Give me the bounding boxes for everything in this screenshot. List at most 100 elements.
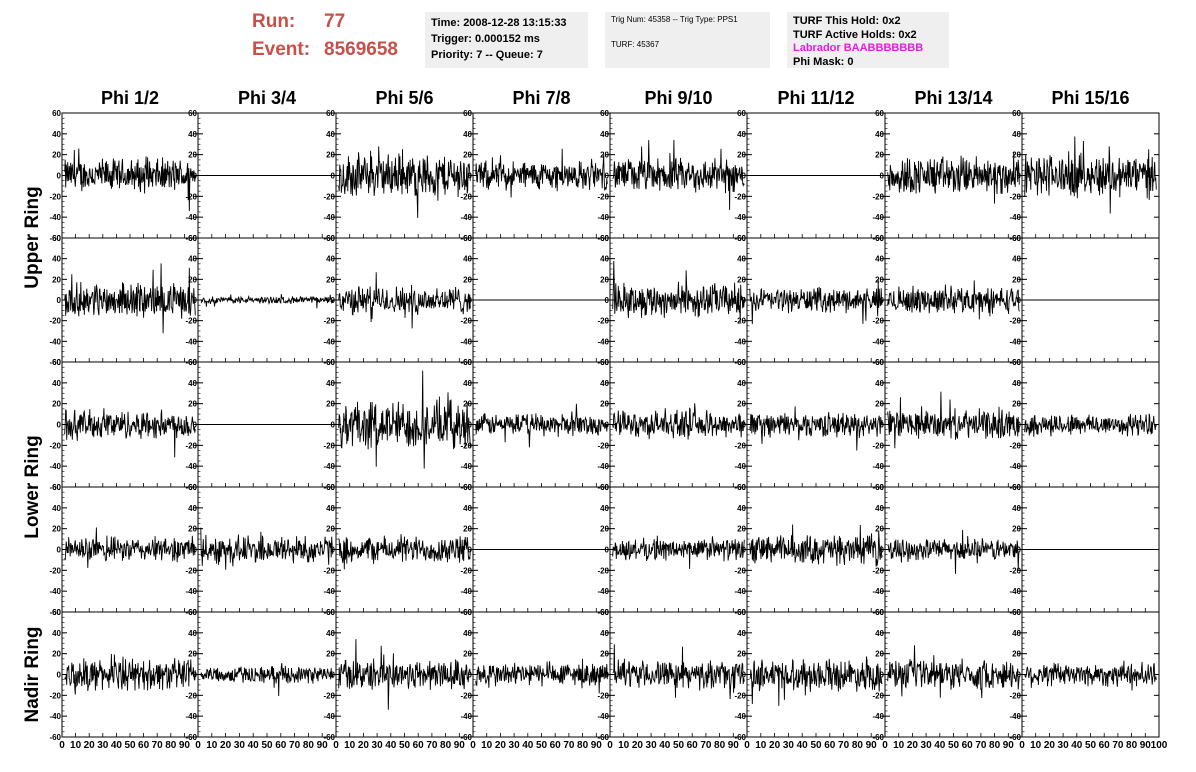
xtick-label: 60	[550, 740, 562, 751]
waveform-trace	[749, 656, 883, 706]
phi-mask-text: Phi Mask: 0	[793, 55, 854, 68]
ytick-label: 60	[875, 109, 884, 118]
ytick-label: -40	[872, 587, 884, 596]
ytick-label: 40	[737, 504, 746, 513]
column-header: Phi 3/4	[238, 88, 296, 108]
xtick-label: 50	[399, 740, 411, 751]
ytick-label: 20	[463, 650, 472, 659]
ytick-label: -40	[460, 587, 472, 596]
xtick-label: 80	[440, 740, 452, 751]
xtick-label: 60	[1099, 740, 1111, 751]
waveform-trace	[200, 663, 334, 697]
ytick-label: 20	[875, 650, 884, 659]
xtick-label: 20	[495, 740, 507, 751]
xtick-label: 10	[893, 740, 905, 751]
xtick-label: 20	[220, 740, 232, 751]
ytick-label: -40	[460, 213, 472, 222]
ytick-label: 60	[326, 483, 335, 492]
priority-text: Priority: 7 -- Queue: 7	[431, 49, 543, 61]
xtick-label: 0	[59, 740, 65, 751]
ytick-label: 60	[737, 608, 746, 617]
ytick-label: -20	[185, 192, 197, 201]
ytick-label: 40	[875, 629, 884, 638]
waveform-trace	[64, 653, 196, 695]
waveform-trace	[338, 639, 471, 710]
ytick-label: -40	[323, 337, 335, 346]
ytick-label: 60	[875, 358, 884, 367]
ytick-label: 40	[737, 629, 746, 638]
time-text: Time: 2008-12-28 13:15:33	[431, 17, 567, 29]
waveform-trace	[200, 527, 334, 570]
xtick-label: 60	[275, 740, 287, 751]
ytick-label: 40	[1012, 629, 1021, 638]
ytick-label: -60	[49, 483, 61, 492]
xtick-label: 80	[714, 740, 726, 751]
ytick-label: -40	[1009, 587, 1021, 596]
xtick-label: 20	[84, 740, 96, 751]
ytick-label: -60	[49, 358, 61, 367]
ytick-label: 40	[600, 255, 609, 264]
ytick-label: 20	[463, 151, 472, 160]
xtick-label: 40	[659, 740, 671, 751]
ytick-label: 20	[875, 151, 884, 160]
ytick-label: -20	[460, 317, 472, 326]
ytick-label: 20	[326, 275, 335, 284]
ytick-label: 60	[1012, 234, 1021, 243]
ytick-label: -40	[49, 213, 61, 222]
xtick-label: 30	[1058, 740, 1070, 751]
xtick-label: 80	[989, 740, 1001, 751]
xtick-label: 50	[673, 740, 685, 751]
ytick-label: 60	[875, 234, 884, 243]
time-info-box: Time: 2008-12-28 13:15:33 Trigger: 0.000…	[425, 12, 588, 68]
ytick-label: 20	[1012, 275, 1021, 284]
xtick-label: 10	[755, 740, 767, 751]
ytick-label: 20	[600, 151, 609, 160]
ytick-label: -20	[872, 317, 884, 326]
waveform-trace	[64, 408, 196, 458]
ytick-label: -20	[597, 441, 609, 450]
ytick-label: -20	[49, 441, 61, 450]
ytick-label: -20	[49, 691, 61, 700]
waveform-trace	[475, 403, 608, 448]
ytick-label: 40	[737, 130, 746, 139]
xtick-label: 10	[1030, 740, 1042, 751]
ytick-label: 20	[188, 151, 197, 160]
ytick-label: 20	[52, 400, 61, 409]
column-header: Phi 9/10	[644, 88, 712, 108]
ytick-label: 0	[742, 421, 747, 430]
waveform-trace	[64, 148, 196, 212]
ytick-label: -40	[49, 462, 61, 471]
ytick-label: -20	[323, 192, 335, 201]
ytick-label: 20	[188, 525, 197, 534]
xtick-label: 80	[1126, 740, 1138, 751]
xtick-label: 40	[385, 740, 397, 751]
xtick-label: 70	[1112, 740, 1124, 751]
waveform-trace	[612, 644, 745, 700]
ytick-label: 20	[326, 650, 335, 659]
row-label: Nadir Ring	[22, 626, 43, 722]
xtick-label: 10	[344, 740, 356, 751]
xtick-label: 50	[948, 740, 960, 751]
turf-info-box: TURF This Hold: 0x2 TURF Active Holds: 0…	[787, 12, 949, 68]
ytick-label: -40	[323, 587, 335, 596]
xtick-label: 80	[303, 740, 315, 751]
ytick-label: -20	[872, 441, 884, 450]
xtick-label: 20	[358, 740, 370, 751]
waveform-trace	[475, 658, 608, 694]
ytick-label: 60	[737, 109, 746, 118]
ytick-label: 20	[875, 275, 884, 284]
xtick-label: 40	[522, 740, 534, 751]
ytick-label: -40	[872, 712, 884, 721]
ytick-label: -20	[734, 691, 746, 700]
xtick-label: 60	[962, 740, 974, 751]
ytick-label: 60	[1012, 608, 1021, 617]
ytick-label: 60	[463, 358, 472, 367]
ytick-label: -20	[872, 192, 884, 201]
xtick-label: 30	[921, 740, 933, 751]
ytick-label: 40	[188, 255, 197, 264]
ytick-label: -40	[597, 337, 609, 346]
xtick-label: 70	[838, 740, 850, 751]
xtick-label: 60	[687, 740, 699, 751]
waveform-trace	[612, 260, 745, 323]
ytick-label: 0	[742, 671, 747, 680]
